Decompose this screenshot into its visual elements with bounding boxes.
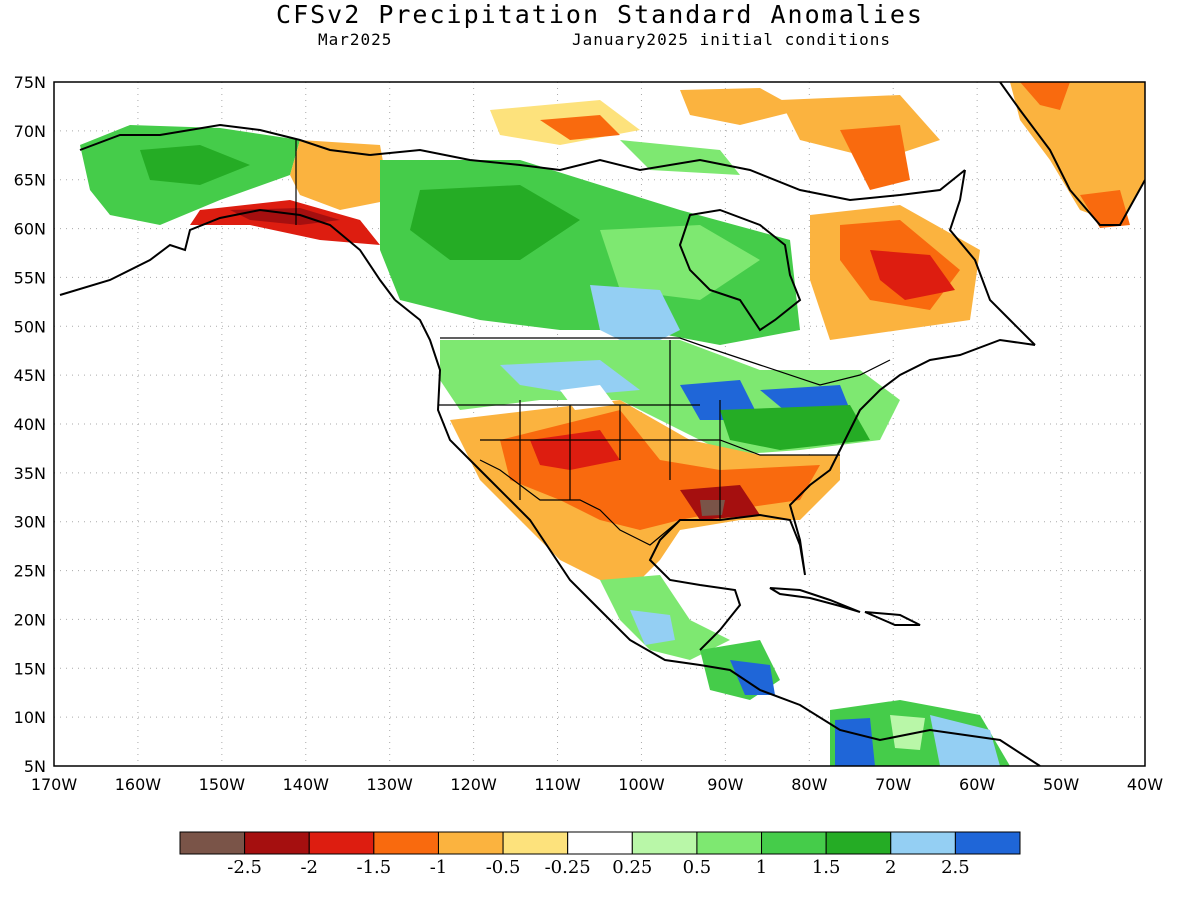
colorbar-label: -0.25 — [545, 857, 591, 878]
lon-label: 40W — [1127, 775, 1163, 794]
colorbar-swatch — [761, 831, 827, 855]
lat-label: 55N — [14, 268, 46, 287]
colorbar-label: 0.25 — [612, 857, 652, 878]
colorbar-swatch — [373, 831, 439, 855]
lat-label: 45N — [14, 366, 46, 385]
colorbar-swatch — [308, 831, 375, 855]
lat-label: 70N — [14, 122, 46, 141]
lat-label: 40N — [14, 415, 46, 434]
longitude-labels: 170W 160W 150W 140W 130W 120W 110W 100W 90W 80W 70… — [31, 775, 1163, 794]
colorbar-label: -1 — [430, 857, 448, 878]
colorbar-label: -0.5 — [486, 857, 521, 878]
lon-label: 50W — [1043, 775, 1079, 794]
colorbar-label: 1 — [756, 857, 767, 878]
colorbar-swatch — [890, 831, 956, 855]
lon-label: 150W — [199, 775, 246, 794]
latitude-labels: 75N 70N 65N 60N 55N 50N 45N 40N 35N 30N 25N 20N 15N 1… — [14, 73, 46, 776]
greenland-dry-region — [1010, 82, 1145, 225]
colorbar-label: 2 — [885, 857, 896, 878]
colorbar-swatch — [567, 831, 633, 855]
lon-label: 120W — [450, 775, 497, 794]
colorbar-label: 1.5 — [812, 857, 841, 878]
map-frame — [53, 81, 1146, 767]
lon-label: 100W — [618, 775, 665, 794]
coastlines — [59, 82, 1145, 766]
lat-label: 20N — [14, 610, 46, 629]
colorbar-swatch — [825, 831, 892, 855]
initial-conditions: January2025 initial conditions — [572, 30, 891, 49]
colorbar — [179, 831, 1021, 855]
lon-label: 60W — [959, 775, 995, 794]
lon-label: 130W — [367, 775, 414, 794]
lon-label: 160W — [115, 775, 162, 794]
colorbar-swatch — [631, 831, 698, 855]
colorbar-swatch — [954, 831, 1021, 855]
colorbar-swatch — [502, 831, 569, 855]
forecast-month: Mar2025 — [318, 30, 393, 49]
colorbar-label: -1.5 — [356, 857, 391, 878]
lat-label: 5N — [24, 757, 46, 776]
lat-label: 25N — [14, 562, 46, 581]
colorbar-labels: -2.5 -2 -1.5 -1 -0.5 -0.25 0.25 0.5 1 1.5 2 2.5 — [227, 857, 969, 878]
lat-label: 60N — [14, 220, 46, 239]
colorbar-label: -2 — [300, 857, 318, 878]
lat-label: 75N — [14, 73, 46, 92]
lon-label: 90W — [707, 775, 743, 794]
lon-label: 140W — [283, 775, 330, 794]
lat-label: 15N — [14, 659, 46, 678]
lon-label: 70W — [875, 775, 911, 794]
colorbar-swatch — [244, 831, 310, 855]
lat-label: 35N — [14, 464, 46, 483]
lon-label: 80W — [791, 775, 827, 794]
colorbar-label: 2.5 — [941, 857, 970, 878]
colorbar-label: 0.5 — [683, 857, 712, 878]
lat-label: 30N — [14, 513, 46, 532]
lon-label: 170W — [31, 775, 78, 794]
political-boundaries — [295, 140, 891, 546]
colorbar-swatch — [179, 831, 246, 855]
lat-label: 10N — [14, 708, 46, 727]
lat-label: 65N — [14, 171, 46, 190]
colorbar-label: -2.5 — [227, 857, 262, 878]
map-title: CFSv2 Precipitation Standard Anomalies — [276, 0, 924, 29]
colorbar-swatch — [437, 831, 504, 855]
yukon-dry-region — [290, 140, 390, 210]
colorbar-swatch — [696, 831, 763, 855]
lat-label: 50N — [14, 317, 46, 336]
lon-label: 110W — [534, 775, 581, 794]
